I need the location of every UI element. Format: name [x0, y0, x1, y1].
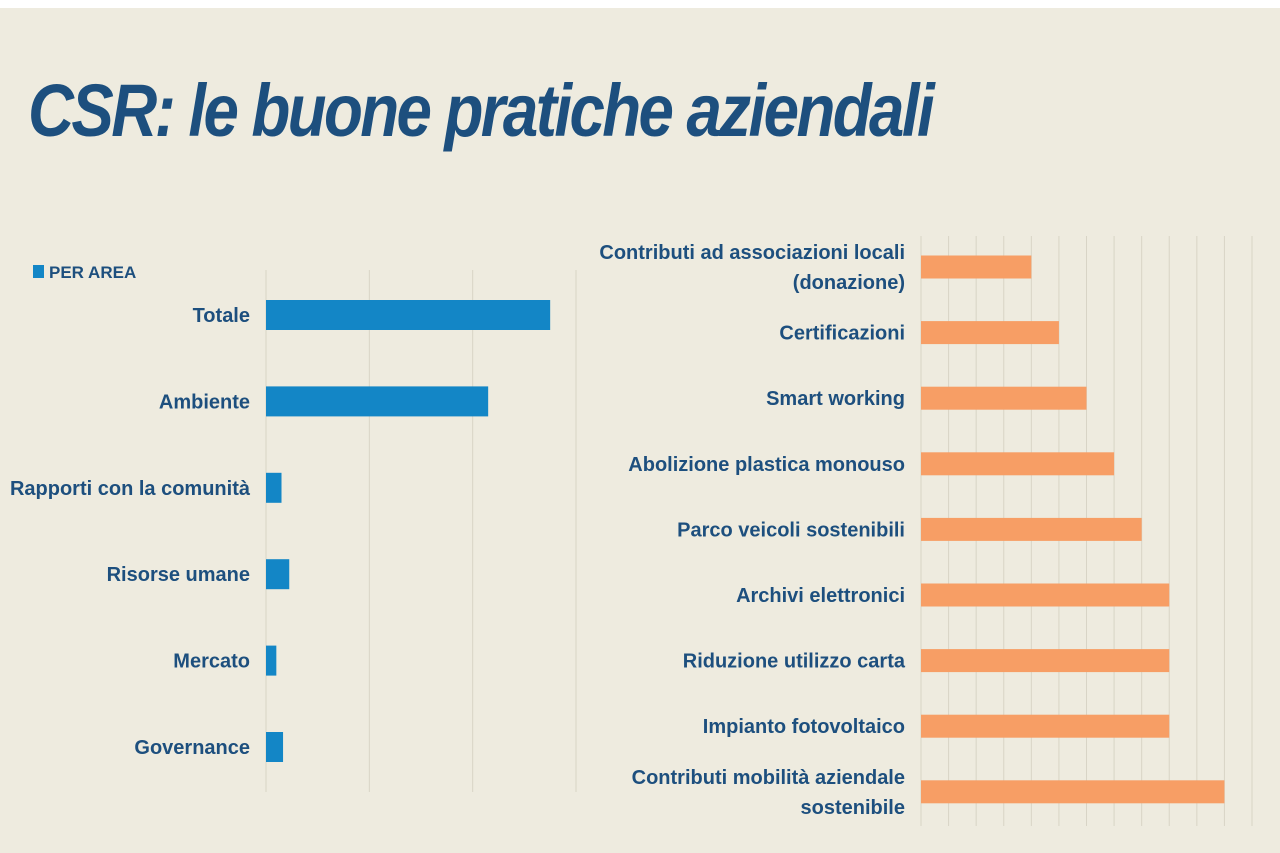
- bar-contributi-mobilita-aziendale-sostenibile: [921, 780, 1225, 804]
- bar-riduzione-utilizzo-carta: [921, 649, 1170, 673]
- left-category-labels: Totale Ambiente Rapporti con la comunità Ri…: [10, 305, 251, 759]
- category-label-rapporti-con-la-comunita: Rapporti con la comunità: [10, 478, 251, 500]
- category-label-smart-working: Smart working: [766, 388, 905, 410]
- legend: PER AREA: [33, 263, 136, 282]
- bar-totale: [266, 300, 551, 330]
- category-label-riduzione-utilizzo-carta: Riduzione utilizzo carta: [683, 651, 906, 673]
- legend-swatch: [33, 265, 44, 278]
- category-label-abolizione-plastica-monouso: Abolizione plastica monouso: [628, 454, 905, 476]
- bar-governance: [266, 732, 284, 762]
- left-bar-chart: PER AREA Totale Ambiente Rapporti con la c…: [10, 263, 577, 792]
- category-label-contributi-ad-associazioni-locali-donazione: Contributi ad associazioni locali (donazi…: [599, 242, 905, 294]
- category-label-contributi-mobilita-aziendale-sostenibile: Contributi mobilità aziendale sostenibile: [632, 767, 905, 819]
- right-bar-chart: Contributi ad associazioni locali (donazi…: [599, 236, 1253, 826]
- left-gridlines: [265, 270, 577, 792]
- bar-impianto-fotovoltaico: [921, 714, 1170, 738]
- left-bars: [266, 300, 551, 762]
- legend-label: PER AREA: [49, 263, 136, 282]
- bar-abolizione-plastica-monouso: [921, 452, 1115, 476]
- infographic-canvas: CSR: le buone pratiche aziendali: [0, 8, 1280, 853]
- bar-archivi-elettronici: [921, 583, 1170, 607]
- right-category-labels: Contributi ad associazioni locali (donazi…: [599, 242, 905, 819]
- category-label-ambiente: Ambiente: [159, 391, 250, 413]
- bar-parco-veicoli-sostenibili: [921, 517, 1142, 541]
- bar-ambiente: [266, 386, 489, 417]
- category-label-parco-veicoli-sostenibili: Parco veicoli sostenibili: [677, 519, 905, 541]
- category-label-archivi-elettronici: Archivi elettronici: [736, 585, 905, 607]
- bar-mercato: [266, 645, 277, 676]
- category-label-totale: Totale: [193, 305, 250, 327]
- bar-contributi-ad-associazioni-locali-donazione: [921, 255, 1032, 279]
- category-label-impianto-fotovoltaico: Impianto fotovoltaico: [703, 716, 905, 738]
- category-label-risorse-umane: Risorse umane: [107, 564, 250, 586]
- category-label-governance: Governance: [134, 737, 250, 759]
- category-label-mercato: Mercato: [173, 651, 250, 673]
- bar-certificazioni: [921, 321, 1059, 345]
- category-label-certificazioni: Certificazioni: [779, 323, 905, 345]
- bar-rapporti-con-la-comunita: [266, 472, 282, 503]
- bar-risorse-umane: [266, 559, 290, 590]
- right-bars: [921, 255, 1225, 804]
- page-title: CSR: le buone pratiche aziendali: [28, 69, 935, 152]
- bar-smart-working: [921, 386, 1087, 410]
